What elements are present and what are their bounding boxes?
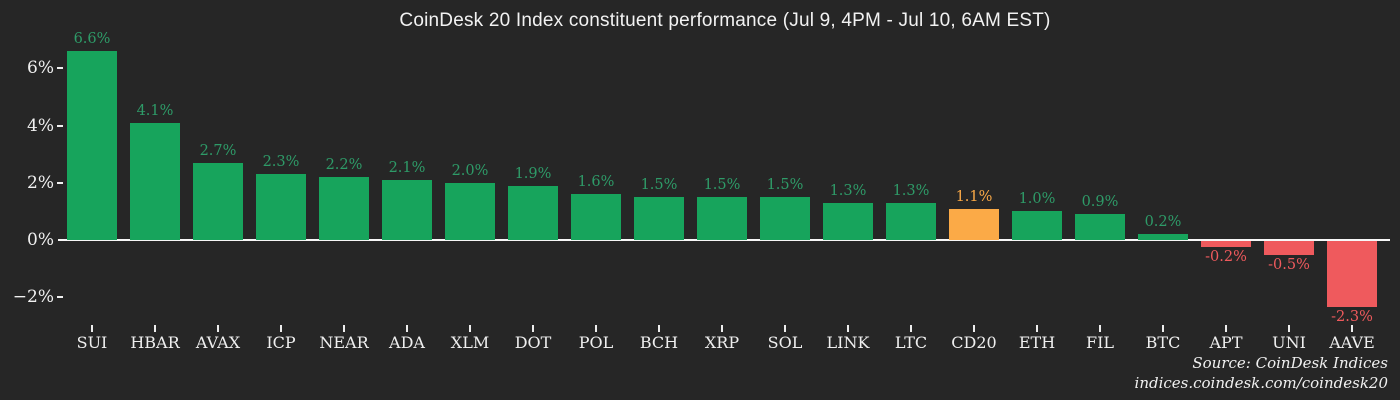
x-tick-mark [784,325,786,332]
bar-value-label-hbar: 4.1% [136,102,174,119]
bar-value-label-xrp: 1.5% [703,177,741,194]
x-tick-label-fil: FIL [1085,333,1115,352]
x-tick-mark [1225,325,1227,332]
y-tick-mark [57,296,63,299]
bar-value-label-sui: 6.6% [73,31,111,48]
x-tick-label-icp: ICP [266,333,296,352]
x-tick-label-xrp: XRP [704,333,740,352]
bar-near [319,177,369,240]
bar-aave [1327,241,1377,307]
x-tick-label-apt: APT [1209,333,1243,352]
y-tick-mark [57,181,63,184]
bar-dot [508,185,558,240]
x-tick-mark [217,325,219,332]
x-tick-mark [1036,325,1038,332]
bar-bch [634,197,684,240]
x-tick-mark [1099,325,1101,332]
y-tick-label: 4% [27,115,54,136]
y-tick-mark [57,124,63,127]
y-tick-mark [57,67,63,70]
bar-sol [760,197,810,240]
y-tick-label: −2% [12,287,54,308]
x-tick-mark [910,325,912,332]
bar-btc [1138,234,1188,240]
bar-sui [67,51,117,240]
bar-value-label-dot: 1.9% [514,165,552,182]
y-tick-label: 0% [27,230,54,250]
x-tick-mark [280,325,282,332]
bar-value-label-avax: 2.7% [199,142,237,159]
bar-icp [256,174,306,240]
x-tick-label-btc: BTC [1145,333,1181,352]
chart-title: CoinDesk 20 Index constituent performanc… [399,10,1051,31]
x-tick-label-near: NEAR [319,333,369,352]
bar-eth [1012,211,1062,240]
x-tick-mark [343,325,345,332]
bar-hbar [130,122,180,240]
bar-ada [382,179,432,240]
x-tick-mark [1351,325,1353,332]
source-line: Source: CoinDesk Indices [1192,353,1388,372]
x-tick-label-uni: UNI [1272,333,1306,352]
y-tick-label: 2% [27,172,54,193]
zero-axis-line [58,239,1390,241]
bar-fil [1075,214,1125,240]
x-tick-label-sui: SUI [76,333,108,352]
bar-value-label-aave: -2.3% [1331,308,1373,325]
bar-value-label-btc: 0.2% [1144,214,1182,231]
x-tick-label-dot: DOT [514,333,552,352]
x-tick-mark [595,325,597,332]
bar-value-label-ada: 2.1% [388,159,426,176]
x-tick-mark [1162,325,1164,332]
bar-ltc [886,202,936,240]
bar-xlm [445,182,495,240]
x-tick-mark [847,325,849,332]
bar-uni [1264,241,1314,256]
x-tick-label-aave: AAVE [1329,333,1375,352]
bar-value-label-icp: 2.3% [262,154,300,171]
bar-apt [1201,241,1251,247]
x-tick-mark [1288,325,1290,332]
x-tick-mark [658,325,660,332]
x-tick-label-avax: AVAX [195,333,241,352]
bar-xrp [697,197,747,240]
bar-value-label-uni: -0.5% [1268,257,1310,274]
x-tick-mark [973,325,975,332]
x-tick-mark [406,325,408,332]
x-tick-label-bch: BCH [639,333,679,352]
x-tick-mark [532,325,534,332]
bar-value-label-cd20: 1.1% [955,188,993,205]
source-attribution: Source: CoinDesk Indices indices.coindes… [1135,353,1388,394]
x-tick-mark [91,325,93,332]
bar-value-label-pol: 1.6% [577,174,615,191]
x-tick-label-cd20: CD20 [951,333,997,352]
bar-value-label-xlm: 2.0% [451,162,489,179]
bar-value-label-fil: 0.9% [1081,194,1119,211]
y-tick-label: 6% [27,58,54,79]
bar-value-label-eth: 1.0% [1018,191,1056,208]
x-tick-label-ltc: LTC [894,333,928,352]
x-tick-label-sol: SOL [767,333,803,352]
x-tick-label-xlm: XLM [450,333,490,352]
x-tick-mark [469,325,471,332]
x-tick-mark [721,325,723,332]
x-tick-label-pol: POL [578,333,614,352]
bar-value-label-sol: 1.5% [766,177,804,194]
bar-link [823,202,873,240]
bar-value-label-ltc: 1.3% [892,182,930,199]
bar-value-label-link: 1.3% [829,182,867,199]
x-tick-label-eth: ETH [1018,333,1056,352]
bar-value-label-apt: -0.2% [1205,248,1247,265]
x-tick-label-hbar: HBAR [130,333,180,352]
bar-cd20 [949,208,999,240]
x-tick-label-link: LINK [826,333,870,352]
bar-pol [571,194,621,240]
bar-value-label-near: 2.2% [325,157,363,174]
bar-avax [193,162,243,240]
x-tick-mark [154,325,156,332]
bar-value-label-bch: 1.5% [640,177,678,194]
source-url: indices.coindesk.com/coindesk20 [1134,373,1388,392]
x-tick-label-ada: ADA [389,333,425,352]
